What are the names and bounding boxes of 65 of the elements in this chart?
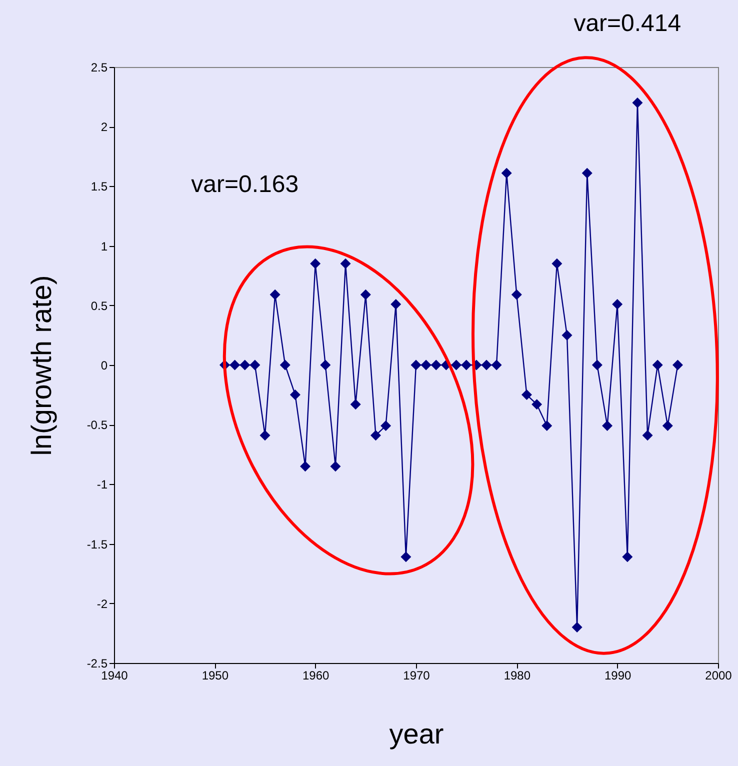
point xyxy=(501,168,512,178)
point xyxy=(430,360,442,370)
point xyxy=(280,360,290,370)
annotation: var=0.163 xyxy=(191,171,299,198)
point xyxy=(612,298,623,310)
y-tick-label: -2.5 xyxy=(86,656,108,670)
point xyxy=(300,461,311,472)
x-tick-label: 1990 xyxy=(604,668,632,682)
y-tick-label: 1.5 xyxy=(90,180,108,194)
point xyxy=(562,330,572,340)
point xyxy=(602,420,613,432)
point xyxy=(240,360,250,370)
point xyxy=(511,289,522,300)
x-tick-label: 1970 xyxy=(403,668,430,682)
point xyxy=(400,552,412,562)
point xyxy=(461,360,472,370)
point xyxy=(390,298,402,310)
point xyxy=(380,420,392,432)
point xyxy=(310,258,321,269)
point xyxy=(420,360,432,370)
point xyxy=(662,420,673,432)
point xyxy=(320,360,331,370)
y-tick-label: -1.5 xyxy=(86,537,108,552)
x-axis-title: year xyxy=(389,718,444,750)
point xyxy=(652,360,663,370)
y-tick-label: 1 xyxy=(100,239,108,254)
point xyxy=(552,258,562,269)
point xyxy=(250,360,260,370)
point xyxy=(572,622,582,632)
point xyxy=(270,289,280,300)
point xyxy=(672,360,683,370)
y-tick-label: -0.5 xyxy=(86,418,108,432)
point xyxy=(340,258,351,269)
y-tick-label: 2.5 xyxy=(90,60,108,74)
x-tick-label: 1960 xyxy=(302,668,330,682)
point xyxy=(410,360,422,370)
point xyxy=(481,360,492,370)
y-tick-label: 0.5 xyxy=(90,298,108,313)
text: var=0.414 xyxy=(574,10,682,38)
point xyxy=(451,360,462,370)
point xyxy=(622,552,633,562)
x-tick-label: 2000 xyxy=(705,668,732,682)
point xyxy=(632,98,643,108)
x-tick-label: 1940 xyxy=(101,668,128,682)
y-tick-label: 0 xyxy=(100,358,108,372)
point xyxy=(230,360,240,370)
x-tick-label: 1950 xyxy=(202,668,229,682)
point xyxy=(521,390,532,400)
point xyxy=(542,420,552,432)
y-tick-label: -1 xyxy=(96,478,108,492)
y-axis-title: ln(growth rate) xyxy=(26,275,57,456)
point xyxy=(290,390,300,400)
point xyxy=(642,430,653,441)
x-tick-label: 1980 xyxy=(504,668,531,682)
point xyxy=(330,461,341,472)
point xyxy=(582,168,592,178)
point xyxy=(370,430,381,441)
point xyxy=(532,399,542,410)
point xyxy=(350,399,361,410)
y-tick-label: 2 xyxy=(100,120,108,134)
point xyxy=(260,430,270,441)
y-tick-label: -2 xyxy=(96,596,108,611)
point xyxy=(491,360,502,370)
point xyxy=(360,289,371,300)
point xyxy=(592,360,602,370)
